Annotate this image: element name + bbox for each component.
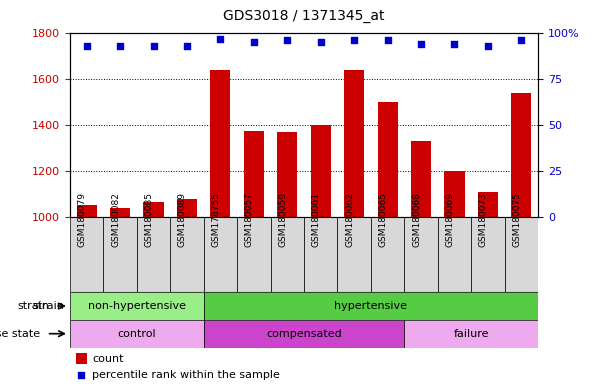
Text: compensated: compensated <box>266 329 342 339</box>
Bar <box>210 70 230 217</box>
Bar <box>103 217 137 292</box>
Point <box>282 37 292 43</box>
Text: GSM180069: GSM180069 <box>446 192 454 247</box>
Bar <box>471 217 505 292</box>
Point <box>449 41 460 47</box>
Point <box>416 41 426 47</box>
Text: GSM180068: GSM180068 <box>412 192 421 247</box>
Bar <box>404 217 438 292</box>
Bar <box>177 199 197 217</box>
Bar <box>70 320 204 348</box>
Bar <box>237 217 271 292</box>
Bar <box>75 353 87 364</box>
Bar <box>170 217 204 292</box>
Text: GSM180075: GSM180075 <box>513 192 521 247</box>
Text: GSM180059: GSM180059 <box>278 192 287 247</box>
Point <box>517 37 527 43</box>
Text: non-hypertensive: non-hypertensive <box>88 301 186 311</box>
Point <box>349 37 359 43</box>
Point <box>182 43 192 49</box>
Bar <box>404 320 538 348</box>
Bar <box>478 192 498 217</box>
Point <box>115 43 125 49</box>
Point <box>483 43 493 49</box>
Bar <box>271 217 304 292</box>
Bar <box>143 202 164 217</box>
Point <box>249 39 259 45</box>
Text: GDS3018 / 1371345_at: GDS3018 / 1371345_at <box>223 10 385 23</box>
Bar <box>311 125 331 217</box>
Text: control: control <box>117 329 156 339</box>
Bar <box>137 217 170 292</box>
Bar <box>511 93 531 217</box>
Text: GSM180062: GSM180062 <box>345 192 354 247</box>
Point <box>76 372 86 378</box>
Bar <box>444 171 465 217</box>
Bar <box>411 141 431 217</box>
Point <box>383 37 393 43</box>
Bar <box>277 132 297 217</box>
Text: GSM178755: GSM178755 <box>212 192 220 247</box>
Bar <box>110 208 130 217</box>
Text: GSM180085: GSM180085 <box>145 192 153 247</box>
Text: GSM180089: GSM180089 <box>178 192 187 247</box>
Bar <box>344 70 364 217</box>
Bar <box>304 217 337 292</box>
Text: GSM180073: GSM180073 <box>479 192 488 247</box>
Point <box>148 43 158 49</box>
Text: GSM180065: GSM180065 <box>379 192 388 247</box>
Text: strain: strain <box>18 301 49 311</box>
Text: GSM180082: GSM180082 <box>111 192 120 247</box>
Bar <box>378 102 398 217</box>
Text: count: count <box>92 354 124 364</box>
Text: GSM180079: GSM180079 <box>78 192 86 247</box>
Point <box>81 43 91 49</box>
Text: percentile rank within the sample: percentile rank within the sample <box>92 370 280 380</box>
Point <box>215 35 225 41</box>
Text: disease state: disease state <box>0 329 40 339</box>
Text: GSM180061: GSM180061 <box>312 192 321 247</box>
Text: hypertensive: hypertensive <box>334 301 407 311</box>
Text: GSM180057: GSM180057 <box>245 192 254 247</box>
Bar <box>204 320 404 348</box>
Text: strain: strain <box>32 301 64 311</box>
Bar <box>505 217 538 292</box>
Bar <box>244 131 264 217</box>
Bar <box>371 217 404 292</box>
Bar <box>77 205 97 217</box>
Bar <box>438 217 471 292</box>
Point <box>316 39 326 45</box>
Bar <box>70 292 204 320</box>
Bar <box>204 292 538 320</box>
Bar <box>204 217 237 292</box>
Bar <box>70 217 103 292</box>
Text: failure: failure <box>454 329 489 339</box>
Bar <box>337 217 371 292</box>
